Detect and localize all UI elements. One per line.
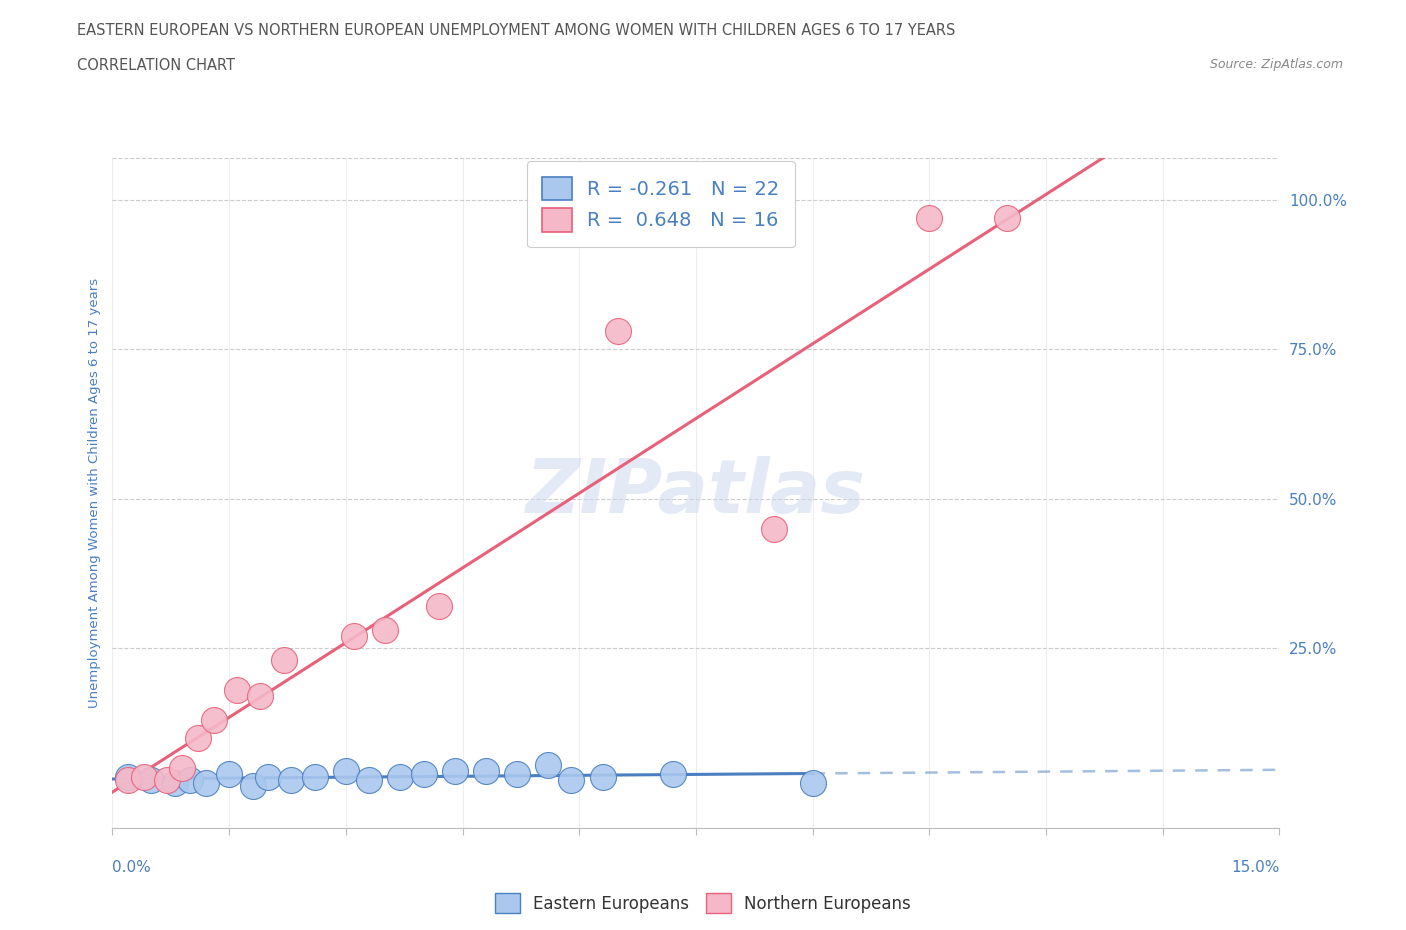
Point bbox=[202, 712, 225, 727]
Point bbox=[242, 778, 264, 793]
Point bbox=[343, 629, 366, 644]
Point bbox=[179, 773, 201, 788]
Text: ZIPatlas: ZIPatlas bbox=[526, 457, 866, 529]
Text: 0.0%: 0.0% bbox=[112, 860, 152, 875]
Point bbox=[163, 776, 186, 790]
Point bbox=[560, 773, 582, 788]
Point bbox=[762, 522, 785, 537]
Point bbox=[443, 764, 465, 778]
Point bbox=[156, 773, 179, 788]
Point bbox=[918, 210, 941, 225]
Point bbox=[132, 769, 155, 784]
Text: CORRELATION CHART: CORRELATION CHART bbox=[77, 58, 235, 73]
Legend: R = -0.261   N = 22, R =  0.648   N = 16: R = -0.261 N = 22, R = 0.648 N = 16 bbox=[527, 161, 794, 247]
Point bbox=[995, 210, 1018, 225]
Point bbox=[389, 769, 412, 784]
Point bbox=[141, 773, 163, 788]
Point bbox=[475, 764, 498, 778]
Point bbox=[335, 764, 357, 778]
Point bbox=[427, 599, 450, 614]
Text: 15.0%: 15.0% bbox=[1232, 860, 1279, 875]
Point bbox=[117, 769, 139, 784]
Point bbox=[226, 683, 249, 698]
Point bbox=[607, 324, 630, 339]
Point bbox=[359, 773, 381, 788]
Point bbox=[218, 766, 240, 781]
Point bbox=[506, 766, 529, 781]
Point bbox=[187, 731, 209, 746]
Legend: Eastern Europeans, Northern Europeans: Eastern Europeans, Northern Europeans bbox=[486, 884, 920, 922]
Point bbox=[273, 653, 295, 668]
Point bbox=[374, 623, 396, 638]
Text: EASTERN EUROPEAN VS NORTHERN EUROPEAN UNEMPLOYMENT AMONG WOMEN WITH CHILDREN AGE: EASTERN EUROPEAN VS NORTHERN EUROPEAN UN… bbox=[77, 23, 956, 38]
Point bbox=[117, 773, 139, 788]
Point bbox=[801, 776, 824, 790]
Point bbox=[172, 761, 194, 776]
Point bbox=[537, 757, 560, 772]
Y-axis label: Unemployment Among Women with Children Ages 6 to 17 years: Unemployment Among Women with Children A… bbox=[89, 278, 101, 708]
Text: Source: ZipAtlas.com: Source: ZipAtlas.com bbox=[1209, 58, 1343, 71]
Point bbox=[194, 776, 217, 790]
Point bbox=[304, 769, 326, 784]
Point bbox=[412, 766, 434, 781]
Point bbox=[257, 769, 280, 784]
Point bbox=[280, 773, 302, 788]
Point bbox=[661, 766, 683, 781]
Point bbox=[592, 769, 614, 784]
Point bbox=[249, 689, 271, 704]
